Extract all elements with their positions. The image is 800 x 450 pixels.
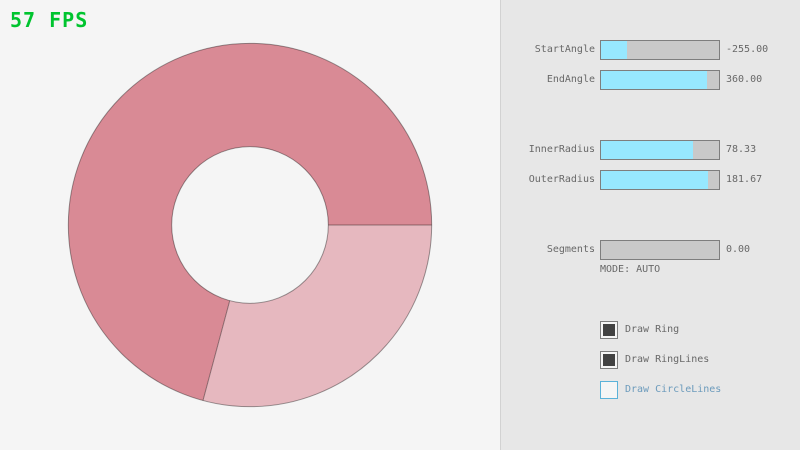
outerradius-slider-fill bbox=[601, 171, 709, 189]
endangle-label: EndAngle bbox=[546, 74, 595, 85]
ring-sector-single bbox=[202, 225, 432, 407]
draw-ring-checkbox-label: Draw Ring bbox=[625, 324, 680, 335]
outerradius-value: 181.67 bbox=[726, 174, 763, 185]
checkmark bbox=[603, 354, 615, 366]
startangle-label: StartAngle bbox=[534, 44, 595, 55]
segments-value: 0.00 bbox=[726, 244, 751, 255]
innerradius-slider-fill bbox=[601, 141, 694, 159]
endangle-value: 360.00 bbox=[726, 74, 763, 85]
segments-label: Segments bbox=[546, 244, 595, 255]
ring-sector-overlap bbox=[68, 43, 432, 401]
controls-panel: StartAngle -255.00 EndAngle 360.00 Inner… bbox=[500, 0, 800, 450]
innerradius-slider[interactable] bbox=[600, 140, 720, 160]
slider-row-segments: Segments 0.00 bbox=[501, 240, 800, 260]
innerradius-value: 78.33 bbox=[726, 144, 757, 155]
checkmark bbox=[603, 324, 615, 336]
innerradius-label: InnerRadius bbox=[528, 144, 595, 155]
mode-label: MODE: AUTO bbox=[600, 264, 661, 275]
draw-ring-checkbox[interactable] bbox=[600, 321, 618, 339]
ring-seam-line bbox=[202, 300, 231, 401]
slider-row-startangle: StartAngle -255.00 bbox=[501, 40, 800, 60]
startangle-slider-fill bbox=[601, 41, 627, 59]
slider-row-innerradius: InnerRadius 78.33 bbox=[501, 140, 800, 160]
startangle-slider[interactable] bbox=[600, 40, 720, 60]
ring-outer-outline bbox=[67, 42, 433, 408]
draw-ringlines-checkbox[interactable] bbox=[600, 351, 618, 369]
segments-slider[interactable] bbox=[600, 240, 720, 260]
draw-circlelines-checkbox-label: Draw CircleLines bbox=[625, 384, 722, 395]
endangle-slider-fill bbox=[601, 71, 708, 89]
ring-canvas bbox=[67, 42, 433, 408]
draw-ring-checkbox-row: Draw Ring bbox=[501, 320, 800, 340]
slider-row-outerradius: OuterRadius 181.67 bbox=[501, 170, 800, 190]
slider-row-endangle: EndAngle 360.00 bbox=[501, 70, 800, 90]
draw-circlelines-checkbox-row: Draw CircleLines bbox=[501, 380, 800, 400]
outerradius-slider[interactable] bbox=[600, 170, 720, 190]
endangle-slider[interactable] bbox=[600, 70, 720, 90]
draw-ringlines-checkbox-label: Draw RingLines bbox=[625, 354, 710, 365]
ring-inner-outline bbox=[171, 146, 329, 304]
outerradius-label: OuterRadius bbox=[528, 174, 595, 185]
draw-ringlines-checkbox-row: Draw RingLines bbox=[501, 350, 800, 370]
startangle-value: -255.00 bbox=[726, 44, 769, 55]
fps-counter: 57 FPS bbox=[10, 8, 89, 32]
draw-circlelines-checkbox[interactable] bbox=[600, 381, 618, 399]
